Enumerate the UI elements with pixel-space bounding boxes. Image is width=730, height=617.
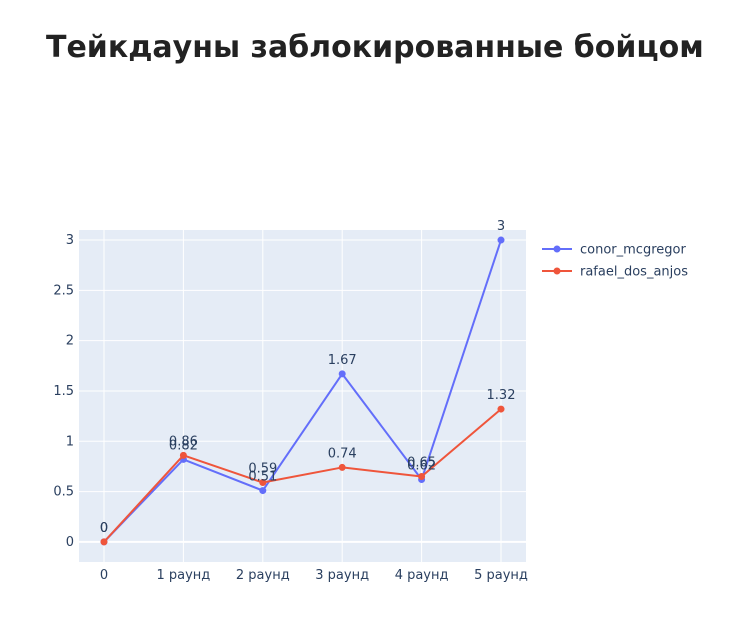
data-label-rafael_dos_anjos: 0	[100, 521, 108, 536]
x-tick-label: 4 раунд	[395, 568, 449, 583]
legend-label: conor_mcgregor	[580, 243, 686, 258]
data-label-rafael_dos_anjos: 0.86	[169, 434, 198, 449]
x-tick-label: 3 раунд	[315, 568, 369, 583]
data-point-rafael_dos_anjos[interactable]	[100, 538, 108, 546]
data-point-conor_mcgregor[interactable]	[259, 487, 267, 495]
data-point-rafael_dos_anjos[interactable]	[179, 451, 187, 459]
y-tick-label: 2.5	[53, 283, 74, 298]
data-label-conor_mcgregor: 3	[497, 219, 505, 234]
data-label-rafael_dos_anjos: 0.59	[248, 462, 277, 477]
x-tick-label: 1 раунд	[156, 568, 210, 583]
data-point-rafael_dos_anjos[interactable]	[497, 405, 505, 413]
x-tick-label: 0	[100, 568, 108, 583]
legend-item-rafael_dos_anjos[interactable]: rafael_dos_anjos	[542, 265, 688, 280]
y-tick-label: 2	[66, 334, 74, 349]
data-label-conor_mcgregor: 0.62	[407, 459, 436, 474]
series-line-rafael_dos_anjos[interactable]	[103, 408, 502, 543]
series-lines	[100, 236, 505, 546]
axis-ticks: 0 1 раунд 2 раунд 3 раунд 4 раунд 5 раунд 0 0.5…	[53, 233, 528, 583]
y-tick-label: 0	[66, 535, 74, 550]
data-point-rafael_dos_anjos[interactable]	[338, 463, 346, 471]
data-point-conor_mcgregor[interactable]	[338, 370, 346, 378]
data-label-conor_mcgregor: 0	[100, 521, 108, 536]
legend[interactable]: conor_mcgregor rafael_dos_anjos	[542, 243, 688, 280]
data-label-conor_mcgregor: 0.51	[248, 470, 277, 485]
y-tick-label: 0.5	[53, 485, 74, 500]
data-label-rafael_dos_anjos: 0.65	[407, 455, 436, 470]
data-label-rafael_dos_anjos: 1.32	[487, 388, 516, 403]
y-tick-label: 1.5	[53, 384, 74, 399]
legend-swatch-marker	[553, 245, 561, 253]
y-tick-label: 3	[66, 233, 74, 248]
series-line-conor_mcgregor[interactable]	[103, 239, 502, 543]
x-tick-label: 2 раунд	[236, 568, 290, 583]
legend-swatch-marker	[553, 267, 561, 275]
plot-area	[79, 230, 526, 562]
data-label-rafael_dos_anjos: 0.74	[328, 446, 357, 461]
data-label-conor_mcgregor: 0.82	[169, 438, 198, 453]
data-point-conor_mcgregor[interactable]	[497, 236, 505, 244]
legend-item-conor_mcgregor[interactable]: conor_mcgregor	[542, 243, 686, 258]
y-tick-label: 1	[66, 434, 74, 449]
data-point-rafael_dos_anjos[interactable]	[259, 479, 267, 487]
data-label-conor_mcgregor: 1.67	[328, 353, 357, 368]
data-point-rafael_dos_anjos[interactable]	[418, 472, 426, 480]
legend-label: rafael_dos_anjos	[580, 265, 688, 280]
x-tick-label: 5 раунд	[474, 568, 528, 583]
chart-title: Тейкдауны заблокированные бойцом	[46, 30, 704, 65]
